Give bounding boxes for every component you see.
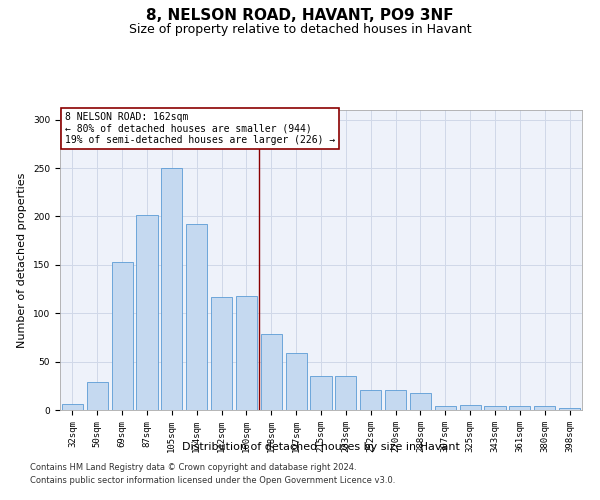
Bar [236,296,257,410]
Bar [310,376,332,410]
Text: Contains public sector information licensed under the Open Government Licence v3: Contains public sector information licen… [30,476,395,485]
Bar [261,334,282,410]
Bar [62,404,83,410]
Bar [385,390,406,410]
Text: 8 NELSON ROAD: 162sqm
← 80% of detached houses are smaller (944)
19% of semi-det: 8 NELSON ROAD: 162sqm ← 80% of detached … [65,112,335,144]
Bar [87,382,108,410]
Bar [460,405,481,410]
Bar [186,224,207,410]
Bar [534,406,555,410]
Y-axis label: Number of detached properties: Number of detached properties [17,172,28,348]
Bar [335,376,356,410]
Bar [161,168,182,410]
Bar [435,406,456,410]
Bar [484,406,506,410]
Bar [136,214,158,410]
Text: 8, NELSON ROAD, HAVANT, PO9 3NF: 8, NELSON ROAD, HAVANT, PO9 3NF [146,8,454,22]
Text: Distribution of detached houses by size in Havant: Distribution of detached houses by size … [182,442,460,452]
Text: Contains HM Land Registry data © Crown copyright and database right 2024.: Contains HM Land Registry data © Crown c… [30,464,356,472]
Bar [509,406,530,410]
Bar [286,353,307,410]
Text: Size of property relative to detached houses in Havant: Size of property relative to detached ho… [128,22,472,36]
Bar [211,297,232,410]
Bar [410,392,431,410]
Bar [360,390,381,410]
Bar [559,408,580,410]
Bar [112,262,133,410]
